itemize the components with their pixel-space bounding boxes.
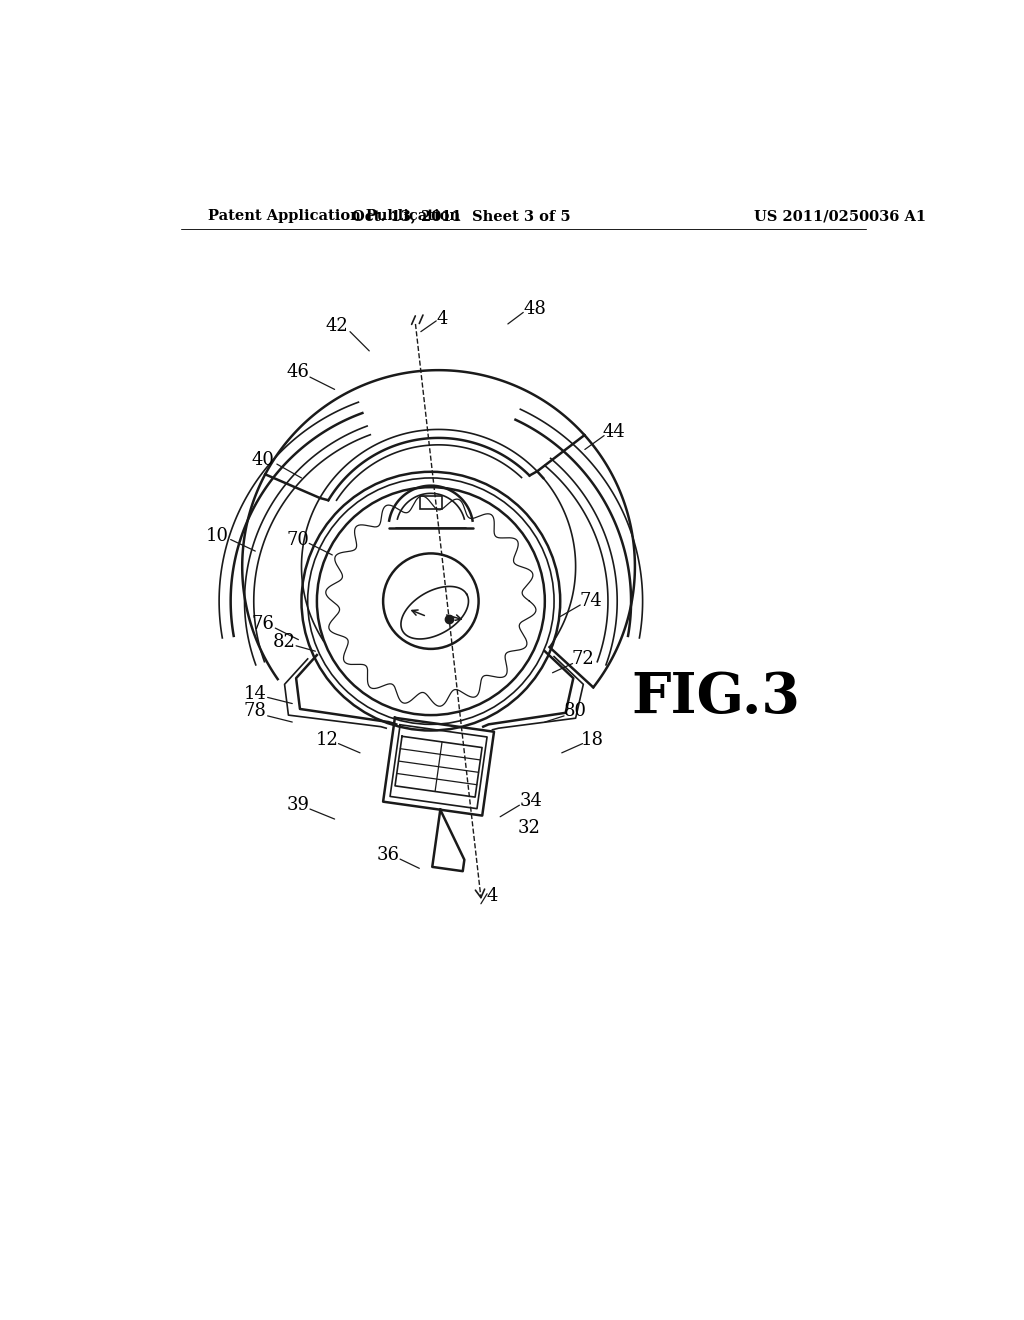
Text: FIG.3: FIG.3 <box>631 671 800 725</box>
Text: 82: 82 <box>273 634 296 651</box>
Text: 70: 70 <box>287 531 310 549</box>
Text: 39: 39 <box>287 796 310 814</box>
Text: 4: 4 <box>436 310 449 327</box>
Text: Patent Application Publication: Patent Application Publication <box>208 209 460 223</box>
Text: 12: 12 <box>315 731 338 748</box>
Text: 46: 46 <box>287 363 310 381</box>
Text: 34: 34 <box>519 792 543 810</box>
Text: 48: 48 <box>523 300 546 318</box>
Text: 42: 42 <box>326 317 348 335</box>
Text: 78: 78 <box>244 702 266 721</box>
Text: 80: 80 <box>564 702 587 721</box>
Text: 76: 76 <box>252 615 274 634</box>
Text: 72: 72 <box>572 649 595 668</box>
Text: 44: 44 <box>603 422 626 441</box>
Text: Oct. 13, 2011  Sheet 3 of 5: Oct. 13, 2011 Sheet 3 of 5 <box>352 209 571 223</box>
Text: 14: 14 <box>244 685 266 702</box>
Text: 18: 18 <box>581 731 604 748</box>
Text: 32: 32 <box>518 820 541 837</box>
Text: US 2011/0250036 A1: US 2011/0250036 A1 <box>755 209 927 223</box>
Text: 4: 4 <box>486 887 498 906</box>
Text: 74: 74 <box>580 593 602 610</box>
Bar <box>420 496 441 508</box>
Text: 40: 40 <box>252 451 274 469</box>
Text: 10: 10 <box>205 527 228 545</box>
Text: 36: 36 <box>377 846 400 865</box>
